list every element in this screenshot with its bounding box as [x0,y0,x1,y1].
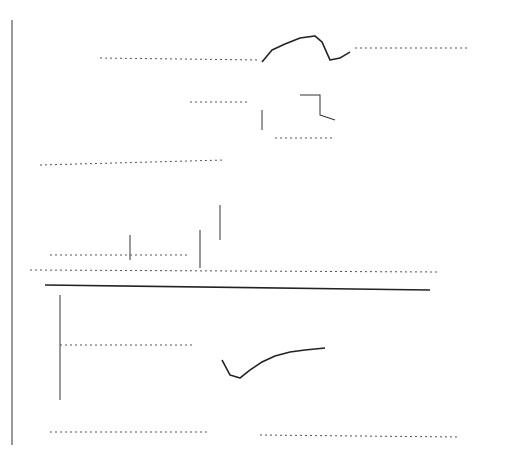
faint-trace [40,160,225,165]
curve-fragment [262,36,350,62]
tick-fragments [130,205,220,268]
dense-band [45,285,430,290]
faint-trace [100,58,260,60]
faint-trace [30,270,440,272]
curve-fragment [222,348,325,378]
page: (() => { const data = JSON.parse(documen… [0,0,509,459]
faint-trace [260,435,460,437]
step-fragment [262,95,335,130]
degraded-scan [0,0,509,459]
